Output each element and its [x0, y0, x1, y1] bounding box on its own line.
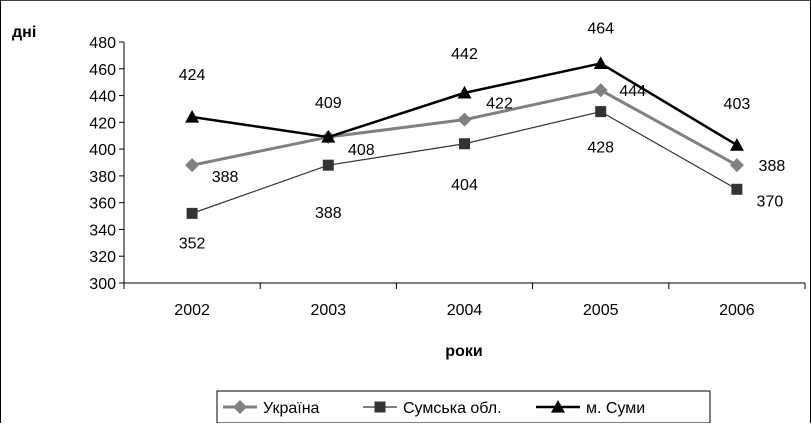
- data-point-triangle: [185, 109, 200, 123]
- data-point-square: [731, 183, 743, 195]
- y-tick-label: 460: [89, 62, 116, 79]
- data-labels: 388 408 422 444 388 352 388 404 428 370 424 409 442 4…: [179, 20, 786, 252]
- x-tick-label: 2005: [583, 302, 619, 319]
- y-tick-label: 320: [89, 249, 116, 266]
- data-label: 352: [179, 235, 206, 252]
- y-axis-title: дні: [12, 24, 36, 41]
- data-label: 404: [451, 177, 478, 194]
- data-label: 422: [486, 96, 513, 113]
- data-label: 388: [759, 158, 786, 175]
- axes: 300 320 340 360 380 400 420 440 460 480 2002 2003 20…: [89, 35, 806, 319]
- legend-marker-triangle: [551, 400, 565, 413]
- data-label: 408: [348, 142, 375, 159]
- legend-marker-square: [374, 401, 386, 413]
- data-point-diamond: [457, 112, 472, 127]
- data-point-triangle: [457, 85, 472, 99]
- data-label: 442: [451, 46, 478, 63]
- y-tick-label: 360: [89, 196, 116, 213]
- legend-items: Україна Сумська обл. м. Суми: [223, 400, 645, 417]
- data-label: 428: [587, 140, 614, 157]
- y-tick-label: 480: [89, 35, 116, 52]
- series-layer: [185, 56, 744, 219]
- y-tick-label: 420: [89, 115, 116, 132]
- data-point-diamond: [729, 158, 744, 173]
- data-point-triangle: [593, 56, 608, 70]
- data-label: 370: [757, 193, 784, 210]
- y-tick-label: 340: [89, 222, 116, 239]
- legend: Україна Сумська обл. м. Суми: [216, 390, 711, 424]
- x-tick-label: 2002: [174, 302, 210, 319]
- y-tick-label: 400: [89, 142, 116, 159]
- data-point-triangle: [729, 138, 744, 151]
- data-point-triangle: [321, 130, 336, 143]
- data-point-square: [595, 106, 607, 118]
- legend-label: Україна: [263, 400, 320, 417]
- y-tick-label: 440: [89, 89, 116, 106]
- data-label: 409: [315, 95, 342, 112]
- legend-marker-diamond: [233, 400, 247, 414]
- x-axis-title: роки: [445, 343, 482, 360]
- data-point-square: [322, 159, 334, 171]
- data-point-square: [186, 207, 198, 219]
- y-tick-label: 380: [89, 169, 116, 186]
- legend-label: Сумська обл.: [403, 400, 502, 417]
- data-label: 388: [212, 169, 239, 186]
- legend-box: [216, 390, 711, 424]
- legend-label: м. Суми: [586, 400, 645, 417]
- data-label: 388: [315, 205, 342, 222]
- data-point-diamond: [185, 158, 200, 173]
- x-tick-label: 2004: [447, 302, 483, 319]
- data-label: 444: [619, 83, 646, 100]
- data-label: 403: [724, 96, 751, 113]
- data-point-square: [459, 138, 470, 150]
- data-label: 464: [587, 20, 614, 37]
- x-tick-label: 2006: [719, 302, 755, 319]
- data-label: 424: [179, 67, 206, 84]
- data-point-diamond: [593, 83, 608, 98]
- y-tick-label: 300: [89, 276, 116, 293]
- x-tick-label: 2003: [311, 302, 347, 319]
